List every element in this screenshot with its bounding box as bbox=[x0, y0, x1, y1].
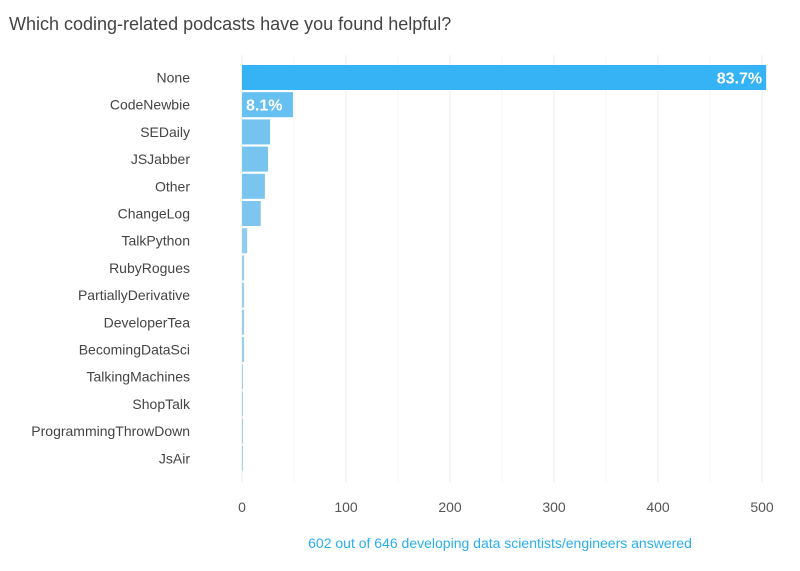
bar-sedaily bbox=[242, 119, 271, 145]
bar-changelog bbox=[242, 201, 261, 226]
bar-rubyrogues bbox=[242, 255, 245, 281]
category-label: DeveloperTea bbox=[104, 314, 191, 330]
bar-other bbox=[242, 173, 265, 199]
bar-talkingmachines bbox=[242, 364, 244, 390]
data-label: 8.1% bbox=[246, 98, 282, 115]
x-tick-label: 100 bbox=[334, 499, 358, 515]
x-axis-ticks: 0 100 200 300 400 500 bbox=[238, 499, 774, 515]
grid-lines bbox=[241, 55, 763, 482]
bar-codenewbie bbox=[242, 92, 293, 118]
category-label: JsAir bbox=[159, 450, 190, 466]
bar-jsair bbox=[242, 445, 244, 471]
category-label: PartiallyDerivative bbox=[78, 287, 190, 303]
category-label: TalkingMachines bbox=[87, 369, 191, 385]
data-labels: 83.7% 8.1% bbox=[246, 71, 762, 115]
category-label: BecomingDataSci bbox=[79, 342, 190, 358]
x-tick-label: 400 bbox=[646, 499, 670, 515]
chart-title: Which coding-related podcasts have you f… bbox=[9, 14, 452, 34]
category-label: Other bbox=[155, 178, 190, 194]
category-label: ChangeLog bbox=[118, 206, 190, 222]
x-axis-label: 602 out of 646 developing data scientist… bbox=[308, 535, 692, 551]
bar-partiallyderivative bbox=[242, 282, 245, 308]
x-tick-label: 500 bbox=[750, 499, 774, 515]
data-label: 83.7% bbox=[717, 71, 762, 88]
x-tick-label: 0 bbox=[238, 499, 246, 515]
category-label: ShopTalk bbox=[132, 396, 191, 412]
x-tick-label: 200 bbox=[438, 499, 462, 515]
category-labels: None CodeNewbie SEDaily JSJabber Other Change… bbox=[31, 70, 191, 467]
category-label: ProgrammingThrowDown bbox=[31, 423, 190, 439]
bar-jsjabber bbox=[242, 146, 268, 172]
category-label: JSJabber bbox=[131, 151, 190, 167]
category-label: CodeNewbie bbox=[110, 97, 190, 113]
bar-shoptalk bbox=[242, 391, 244, 417]
category-label: SEDaily bbox=[140, 124, 190, 140]
category-label: TalkPython bbox=[122, 233, 190, 249]
bar-developertea bbox=[242, 309, 245, 335]
bar-none bbox=[242, 65, 767, 90]
category-label: RubyRogues bbox=[109, 260, 190, 276]
category-label: None bbox=[157, 70, 191, 86]
bar-programmingthrowdown bbox=[242, 418, 244, 444]
bars bbox=[242, 65, 767, 471]
x-tick-label: 300 bbox=[542, 499, 566, 515]
bar-becomingdatasci bbox=[242, 337, 245, 362]
bar-talkpython bbox=[242, 228, 248, 254]
